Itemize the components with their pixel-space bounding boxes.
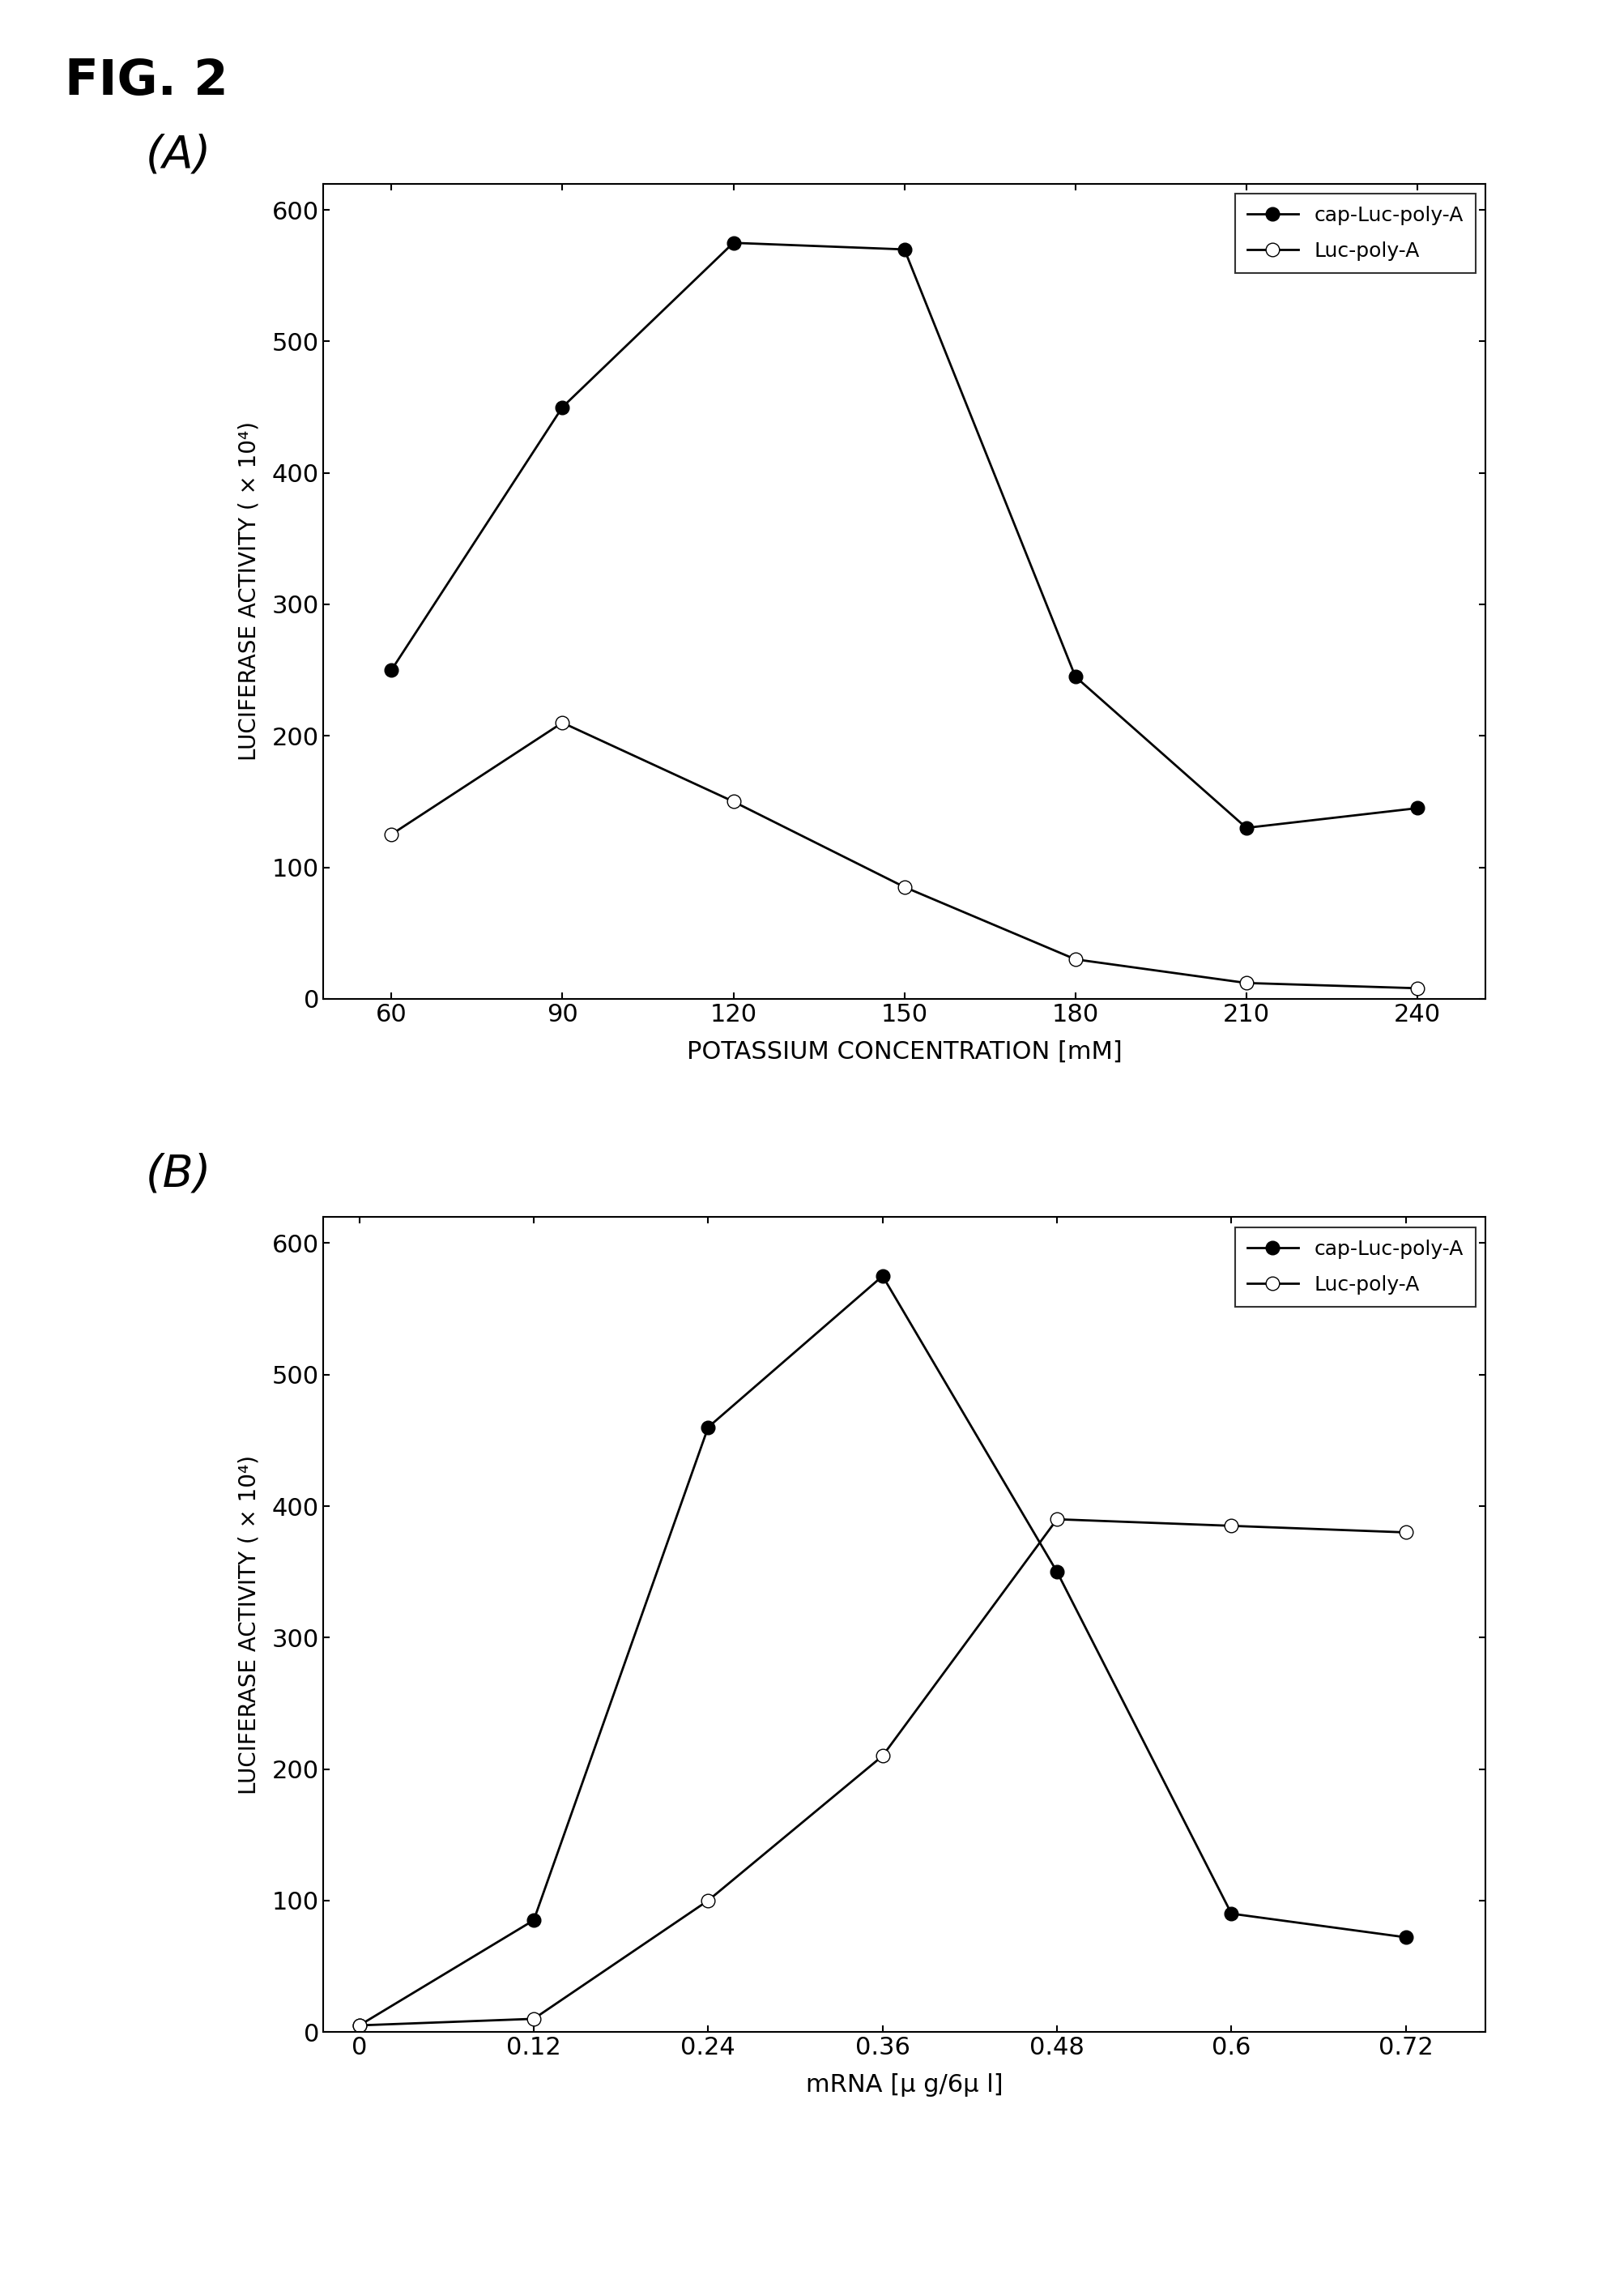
cap-Luc-poly-A bbox=[1395, 1924, 1415, 1952]
cap-Luc-poly-A bbox=[895, 236, 914, 264]
X-axis label: mRNA [μ g/6μ l]: mRNA [μ g/6μ l] bbox=[806, 2073, 1003, 2096]
Legend: cap-Luc-poly-A, Luc-poly-A: cap-Luc-poly-A, Luc-poly-A bbox=[1235, 1226, 1476, 1306]
Y-axis label: LUCIFERASE ACTIVITY ( × 10⁴): LUCIFERASE ACTIVITY ( × 10⁴) bbox=[237, 422, 260, 760]
cap-Luc-poly-A bbox=[1221, 1899, 1240, 1926]
cap-Luc-poly-A bbox=[523, 1906, 543, 1933]
X-axis label: POTASSIUM CONCENTRATION [mM]: POTASSIUM CONCENTRATION [mM] bbox=[686, 1040, 1122, 1063]
cap-Luc-poly-A bbox=[1047, 1559, 1066, 1587]
cap-Luc-poly-A bbox=[349, 2011, 368, 2039]
Luc-poly-A bbox=[698, 1887, 717, 1915]
Luc-poly-A bbox=[349, 2011, 368, 2039]
Text: FIG. 2: FIG. 2 bbox=[65, 57, 228, 106]
Luc-poly-A bbox=[1221, 1513, 1240, 1541]
cap-Luc-poly-A bbox=[1066, 664, 1085, 691]
cap-Luc-poly-A bbox=[724, 230, 743, 257]
cap-Luc-poly-A bbox=[698, 1414, 717, 1442]
cap-Luc-poly-A bbox=[1237, 815, 1256, 843]
Line: Luc-poly-A: Luc-poly-A bbox=[352, 1513, 1413, 2032]
Luc-poly-A bbox=[1066, 946, 1085, 974]
Luc-poly-A bbox=[1237, 969, 1256, 996]
cap-Luc-poly-A bbox=[1408, 794, 1428, 822]
Line: cap-Luc-poly-A: cap-Luc-poly-A bbox=[352, 1270, 1413, 2032]
cap-Luc-poly-A bbox=[872, 1263, 891, 1290]
Luc-poly-A bbox=[1395, 1518, 1415, 1545]
cap-Luc-poly-A bbox=[381, 657, 401, 684]
Text: (A): (A) bbox=[145, 133, 212, 177]
Legend: cap-Luc-poly-A, Luc-poly-A: cap-Luc-poly-A, Luc-poly-A bbox=[1235, 193, 1476, 273]
Line: cap-Luc-poly-A: cap-Luc-poly-A bbox=[384, 236, 1424, 836]
Luc-poly-A bbox=[872, 1743, 891, 1770]
Luc-poly-A bbox=[381, 820, 401, 847]
Text: (B): (B) bbox=[145, 1153, 212, 1196]
Luc-poly-A bbox=[724, 788, 743, 815]
Luc-poly-A bbox=[552, 709, 572, 737]
Luc-poly-A bbox=[523, 2004, 543, 2032]
Luc-poly-A bbox=[895, 872, 914, 900]
Line: Luc-poly-A: Luc-poly-A bbox=[384, 716, 1424, 994]
cap-Luc-poly-A bbox=[552, 393, 572, 420]
Luc-poly-A bbox=[1047, 1506, 1066, 1534]
Luc-poly-A bbox=[1408, 974, 1428, 1001]
Y-axis label: LUCIFERASE ACTIVITY ( × 10⁴): LUCIFERASE ACTIVITY ( × 10⁴) bbox=[237, 1456, 260, 1793]
